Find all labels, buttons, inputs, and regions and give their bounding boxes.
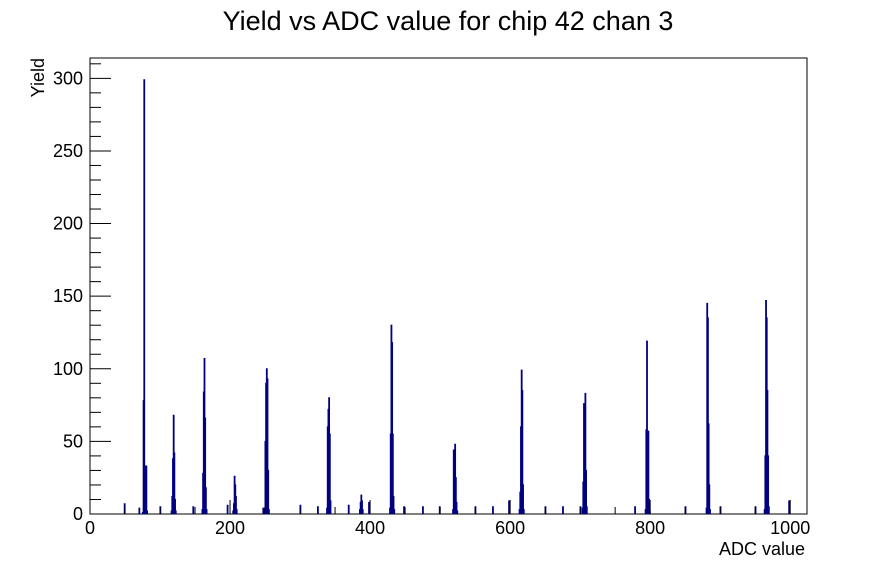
histogram-bin	[146, 510, 148, 514]
histogram-bin	[648, 498, 651, 514]
histogram-bin	[455, 501, 458, 514]
y-tick-label: 50	[63, 431, 83, 451]
histogram-bin	[174, 498, 176, 514]
y-axis-label: Yield	[28, 58, 48, 97]
histogram-bin	[347, 504, 350, 514]
histogram-bin	[361, 500, 363, 514]
histogram-bin	[226, 504, 229, 514]
histogram-bin	[562, 506, 564, 514]
histogram-bin	[766, 390, 769, 514]
histogram-bin	[456, 510, 459, 514]
histogram-bin	[585, 469, 587, 514]
x-tick-label: 600	[495, 518, 525, 538]
histogram-bin	[767, 506, 770, 514]
histogram-bin	[391, 342, 394, 514]
histogram-bin	[138, 507, 141, 514]
x-tick-label: 1000	[770, 518, 810, 538]
histogram-bin	[235, 496, 237, 514]
x-tick-label: 800	[635, 518, 665, 538]
histogram-bin	[646, 340, 648, 514]
histogram-bin	[393, 509, 396, 514]
histogram-bars	[123, 79, 791, 514]
histogram-bin	[204, 417, 207, 514]
x-tick-label: 0	[85, 518, 95, 538]
histogram-bin	[368, 501, 370, 514]
y-tick-label: 0	[73, 504, 83, 524]
histogram-bin	[709, 509, 711, 514]
histogram-bin	[767, 455, 770, 514]
histogram-bin	[634, 506, 636, 514]
histogram-bin	[328, 433, 331, 514]
histogram-bin	[708, 484, 711, 514]
y-axis: 0 50 100 150 200 250 300	[53, 63, 111, 524]
x-axis-label: ADC value	[719, 539, 805, 559]
histogram-bin	[584, 392, 587, 514]
histogram-bin	[173, 452, 176, 514]
y-tick-label: 150	[53, 286, 83, 306]
histogram-bin	[143, 79, 146, 514]
histogram-bin	[707, 317, 709, 514]
histogram-bin	[204, 487, 207, 514]
histogram-bin	[174, 510, 177, 514]
y-tick-label: 100	[53, 359, 83, 379]
histogram-bin	[647, 430, 650, 514]
histogram-bin	[521, 390, 524, 514]
histogram-bin	[145, 465, 148, 514]
histogram-bin	[262, 507, 265, 514]
x-tick-label: 200	[215, 518, 245, 538]
histogram-bin	[266, 378, 269, 514]
plot-frame	[89, 57, 808, 515]
y-tick-label: 200	[53, 214, 83, 234]
histogram-bin	[192, 506, 195, 514]
histogram-bin	[788, 500, 791, 514]
histogram-bin	[329, 500, 332, 514]
histogram-bin	[508, 500, 510, 514]
histogram-bin	[585, 506, 588, 514]
histogram-bin	[235, 509, 238, 514]
histogram-bin	[267, 469, 270, 514]
histogram-bin	[522, 509, 525, 514]
histogram-bin	[361, 509, 364, 514]
histogram-bin	[522, 484, 524, 514]
histogram-bin	[317, 506, 319, 514]
histogram-bin	[268, 509, 270, 514]
histogram-bin	[392, 496, 395, 514]
chart-title: Yield vs ADC value for chip 42 chan 3	[223, 6, 674, 36]
x-tick-label: 400	[355, 518, 385, 538]
histogram-bin	[707, 423, 710, 514]
histogram-bin	[205, 509, 208, 514]
y-tick-label: 300	[53, 68, 83, 88]
histogram-bin	[492, 506, 494, 514]
histogram-bin	[391, 433, 394, 514]
histogram-bin	[454, 477, 457, 514]
x-axis: 0 200 400 600 800 1000	[85, 500, 810, 538]
histogram-bin	[422, 506, 424, 514]
histogram-bin	[403, 506, 405, 514]
y-tick-label: 250	[53, 141, 83, 161]
